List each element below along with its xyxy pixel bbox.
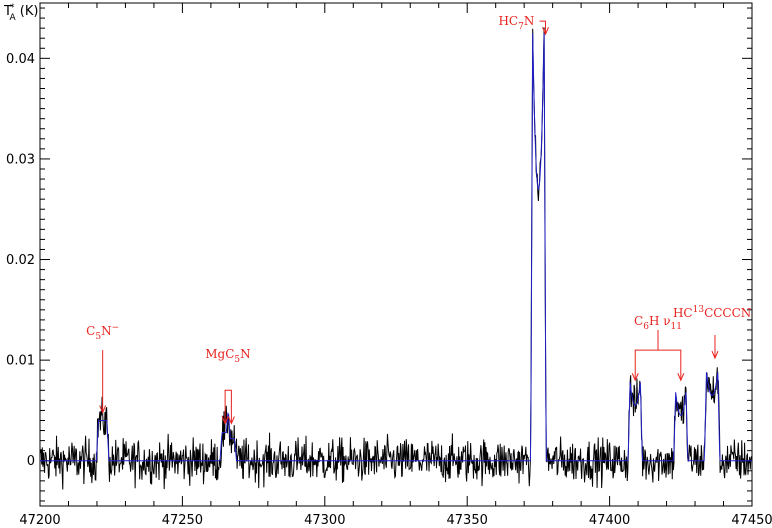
arrow-head bbox=[99, 405, 107, 414]
x-tick-label: 47400 bbox=[589, 513, 630, 528]
annotation-label: C6H ν11 bbox=[634, 314, 682, 332]
y-tick-label: 0.01 bbox=[6, 354, 35, 369]
y-axis-label-text: T* A (K) bbox=[3, 3, 38, 23]
arrow-hook bbox=[539, 20, 547, 35]
x-tick-label: 47250 bbox=[162, 513, 203, 528]
annotation-c5n: C5N− bbox=[86, 323, 119, 414]
y-tick-label: 0 bbox=[27, 454, 35, 469]
arrow-head bbox=[221, 416, 229, 425]
annotation-label: HC7N bbox=[498, 14, 534, 32]
y-tick-label: 0.02 bbox=[6, 253, 35, 268]
x-tick-label: 47450 bbox=[731, 513, 772, 528]
y-axis-label: T* A (K) bbox=[3, 3, 38, 23]
arrow-head bbox=[631, 373, 639, 382]
annotation-label: C5N− bbox=[86, 323, 119, 342]
x-tick-label: 47350 bbox=[447, 513, 488, 528]
observed-spectrum-line bbox=[39, 27, 753, 490]
arrow-head bbox=[677, 373, 685, 382]
y-tick-label: 0.03 bbox=[6, 152, 35, 167]
annotation-mgc5n: MgC5N bbox=[205, 347, 251, 425]
y-tick-label: 0.04 bbox=[6, 52, 35, 67]
annotation-hc13: HC13CCCCN bbox=[673, 305, 751, 360]
arrow-bracket bbox=[634, 349, 682, 381]
annotation-label: HC13CCCCN bbox=[673, 305, 751, 320]
arrow-head bbox=[227, 416, 235, 425]
axis-ticks bbox=[39, 3, 753, 506]
annotation-hc7n: HC7N bbox=[498, 14, 549, 36]
annotation-c6h: C6H ν11 bbox=[631, 314, 685, 382]
x-tick-label: 47200 bbox=[19, 513, 60, 528]
annotation-label: MgC5N bbox=[205, 347, 250, 365]
x-tick-label: 47300 bbox=[304, 513, 345, 528]
arrow-head bbox=[542, 26, 549, 36]
arrow-bracket bbox=[224, 389, 232, 424]
arrow-head bbox=[711, 350, 719, 360]
model-fit-line bbox=[40, 33, 752, 462]
plot-frame bbox=[39, 2, 753, 507]
axis-tick-labels: 47200 47250 47300 47350 47400 47450 0 0.01 0.02 0… bbox=[6, 52, 772, 528]
